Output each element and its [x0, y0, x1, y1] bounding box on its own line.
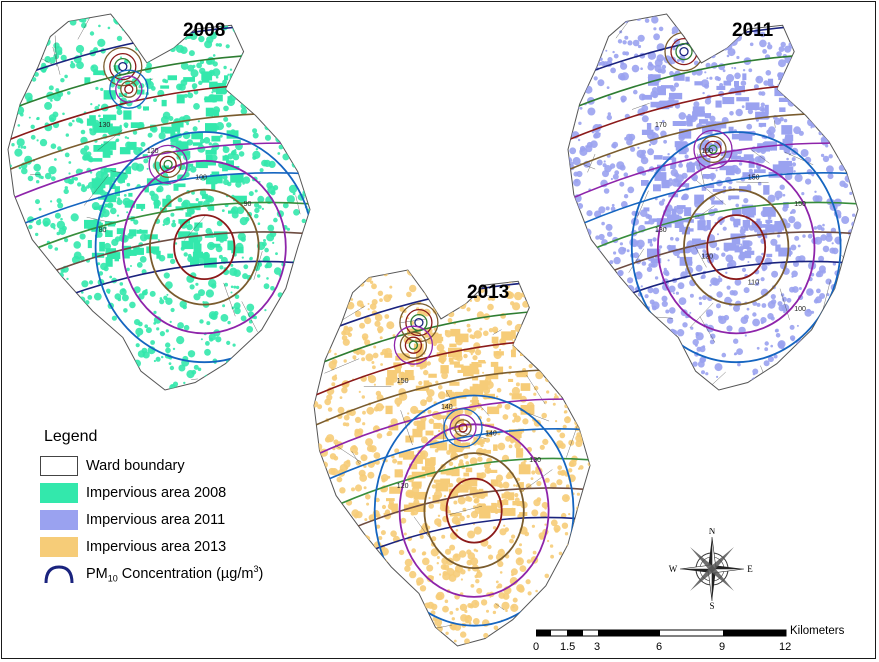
contour-label: 130 — [655, 227, 667, 234]
scale-tick-3: 6 — [656, 641, 663, 653]
scale-tick-5: 12 — [779, 641, 792, 653]
contour-label: 120 — [701, 253, 713, 260]
contour-label: 150 — [748, 174, 760, 181]
scale-tick-4: 9 — [719, 641, 726, 653]
legend-label-2011: Impervious area 2011 — [86, 511, 226, 528]
contour-label: 160 — [701, 148, 713, 155]
compass-s: S — [709, 601, 714, 610]
year-label-2011: 2011 — [732, 20, 774, 41]
compass-rose: N S E W — [668, 526, 756, 611]
legend-swatch-pm10 — [44, 564, 74, 583]
contour-label: 140 — [485, 430, 497, 437]
scale-bar-unit: Kilometers — [790, 625, 845, 637]
legend-swatch-2013 — [40, 536, 78, 557]
scale-bar: Kilometers 0 1.5 3 6 9 12 — [533, 625, 866, 658]
contour-label: 100 — [794, 306, 806, 313]
contour-label: 80 — [99, 227, 107, 234]
scale-tick-0: 0 — [533, 641, 540, 653]
legend-label-pm10: PM10 Concentration (µg/m3) — [86, 563, 264, 584]
legend: Legend Ward boundary Impervious area 200… — [40, 428, 300, 587]
legend-item-ward: Ward boundary — [40, 452, 300, 479]
compass-n: N — [709, 528, 716, 536]
contour-label: 110 — [748, 280, 759, 287]
legend-item-pm10: PM10 Concentration (µg/m3) — [40, 560, 300, 587]
map-2008: 130 120 100 90 80 — [7, 13, 311, 391]
contour-label: 150 — [794, 201, 806, 208]
contour-label: 150 — [397, 378, 409, 385]
contour-label: 170 — [655, 122, 667, 129]
legend-item-2008: Impervious area 2008 — [40, 479, 300, 506]
legend-swatch-ward — [40, 455, 78, 476]
contour-label: 130 — [99, 122, 111, 129]
legend-label-ward: Ward boundary — [86, 457, 185, 474]
legend-title: Legend — [44, 428, 98, 445]
map-2013: 150 140 140 130 120 — [313, 269, 591, 647]
compass-e: E — [747, 564, 753, 574]
scale-tick-2: 3 — [594, 641, 601, 653]
compass-w: W — [669, 564, 678, 574]
legend-item-2013: Impervious area 2013 — [40, 533, 300, 560]
contour-label: 120 — [397, 483, 409, 490]
legend-swatch-2011 — [40, 509, 78, 530]
scale-bar-graphic — [536, 629, 787, 637]
legend-label-2013: Impervious area 2013 — [86, 538, 227, 555]
legend-label-2008: Impervious area 2008 — [86, 484, 227, 501]
contour-label: 130 — [529, 457, 541, 464]
year-label-2008: 2008 — [183, 20, 226, 41]
contour-label: 90 — [244, 201, 252, 208]
legend-item-2011: Impervious area 2011 — [40, 506, 300, 533]
map-2011: 170 160 150 150 130 120 110 100 — [567, 13, 859, 391]
scale-tick-1: 1.5 — [560, 641, 576, 653]
legend-swatch-2008 — [40, 482, 78, 503]
contour-label: 140 — [441, 404, 453, 411]
contour-label: 120 — [147, 148, 159, 155]
contour-label: 100 — [195, 174, 207, 181]
compass-icon: N S E W — [669, 526, 754, 611]
year-label-2013: 2013 — [467, 282, 510, 303]
